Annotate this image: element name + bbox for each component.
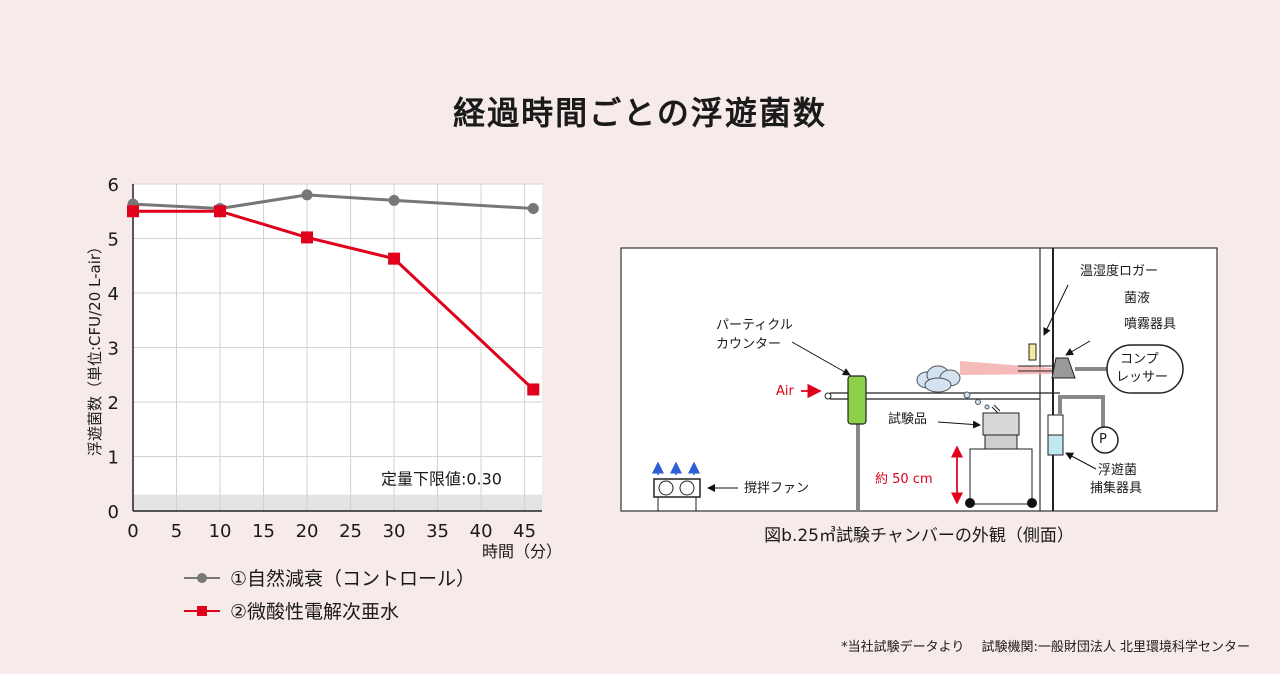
legend-marker-square — [184, 601, 220, 621]
collector-label-line1: 浮遊菌 — [1098, 463, 1138, 478]
y-tick-label: 2 — [108, 393, 119, 414]
height-label: 約 50 cm — [875, 472, 933, 487]
sample-label: 試験品 — [888, 412, 928, 427]
fan-label: 撹拌ファン — [744, 481, 810, 496]
sample-nozzle — [991, 404, 1001, 414]
x-tick-label: 0 — [127, 521, 138, 542]
collector-pointer — [1065, 452, 1097, 470]
counter-pointer — [791, 341, 851, 376]
legend-item-control: ①自然減衰（コントロール） — [184, 564, 475, 591]
data-point-circle — [527, 203, 539, 215]
sample-pointer — [937, 420, 981, 429]
legend-label-hypochlorous: ②微酸性電解次亜水 — [230, 601, 400, 623]
x-tick-label: 35 — [426, 521, 449, 542]
y-tick-label: 0 — [108, 502, 119, 523]
y-tick-label: 5 — [108, 230, 119, 251]
collector-bottom — [1047, 434, 1064, 456]
legend-label-control: ①自然減衰（コントロール） — [230, 568, 476, 590]
detection-limit-label: 定量下限値:0.30 — [381, 470, 502, 489]
data-point-circle — [388, 194, 400, 206]
sprayer-pointer — [1065, 340, 1091, 356]
air-label: Air — [776, 384, 794, 399]
table-wheel-right — [1027, 498, 1037, 508]
y-tick-label: 4 — [108, 284, 119, 305]
pipe-end-icon — [824, 392, 832, 400]
x-tick-label: 10 — [209, 521, 232, 542]
table-wheel-left — [965, 498, 975, 508]
particle-counter-label-line1: パーティクル — [716, 318, 793, 333]
fan-blade-left — [658, 480, 674, 496]
pump-hose — [1058, 395, 1105, 427]
logger-pointer — [1043, 284, 1069, 336]
particle-counter-label-line2: カウンター — [716, 337, 782, 352]
compressor — [1106, 344, 1184, 394]
sample-table — [969, 448, 1033, 505]
page-title: 経過時間ごとの浮遊菌数 — [453, 94, 827, 132]
data-point-square — [127, 205, 139, 218]
compressor-label-line1: コンプ — [1120, 352, 1159, 367]
fan-icon — [653, 478, 701, 498]
diagram-caption: 図b.25㎥試験チャンバーの外観（側面） — [764, 526, 1074, 546]
compressor-label-line2: レッサー — [1116, 370, 1169, 385]
chamber-diagram — [620, 247, 1218, 512]
data-point-square — [214, 205, 227, 218]
fan-blade-right — [679, 480, 695, 496]
sprayer-nozzle — [1051, 357, 1076, 379]
y-tick-label: 6 — [108, 175, 119, 196]
x-tick-label: 5 — [171, 521, 182, 542]
x-tick-label: 20 — [296, 521, 319, 542]
liquid-label: 菌液 — [1124, 291, 1151, 306]
data-point-circle — [301, 189, 313, 201]
sample-device — [982, 412, 1020, 436]
y-axis-label: 浮遊菌数（単位:CFU/20 L-air） — [86, 239, 104, 456]
collector-label-line2: 捕集器具 — [1090, 481, 1143, 496]
sample-base — [984, 434, 1018, 450]
pump-icon — [1091, 426, 1119, 454]
x-tick-label: 45 — [513, 521, 536, 542]
collector-top — [1047, 414, 1064, 436]
particle-counter — [847, 375, 867, 425]
legend-marker-circle — [184, 568, 220, 588]
data-point-square — [527, 383, 540, 396]
x-tick-label: 30 — [383, 521, 406, 542]
x-tick-label: 15 — [252, 521, 275, 542]
pump-label: P — [1099, 432, 1107, 447]
sprayer-label: 噴霧器具 — [1124, 317, 1177, 332]
logger-label: 温湿度ロガー — [1080, 264, 1159, 279]
y-tick-label: 3 — [108, 339, 119, 360]
logger-icon — [1028, 343, 1037, 361]
line-chart: 0 5 10 15 20 25 30 35 40 450123456時間（分）浮遊菌数（単位:CF… — [86, 175, 562, 561]
x-tick-label: 25 — [339, 521, 362, 542]
x-tick-label: 40 — [470, 521, 493, 542]
x-axis-label: 時間（分） — [482, 542, 562, 561]
data-point-square — [301, 231, 314, 244]
footnote: *当社試験データより 試験機関:一般財団法人 北里環境科学センター — [841, 640, 1250, 655]
y-tick-label: 1 — [108, 448, 119, 469]
aerosol-cloud-icon — [916, 365, 990, 410]
data-point-square — [388, 252, 401, 265]
detection-limit-band — [133, 494, 542, 511]
legend-item-hypochlorous: ②微酸性電解次亜水 — [184, 597, 399, 624]
